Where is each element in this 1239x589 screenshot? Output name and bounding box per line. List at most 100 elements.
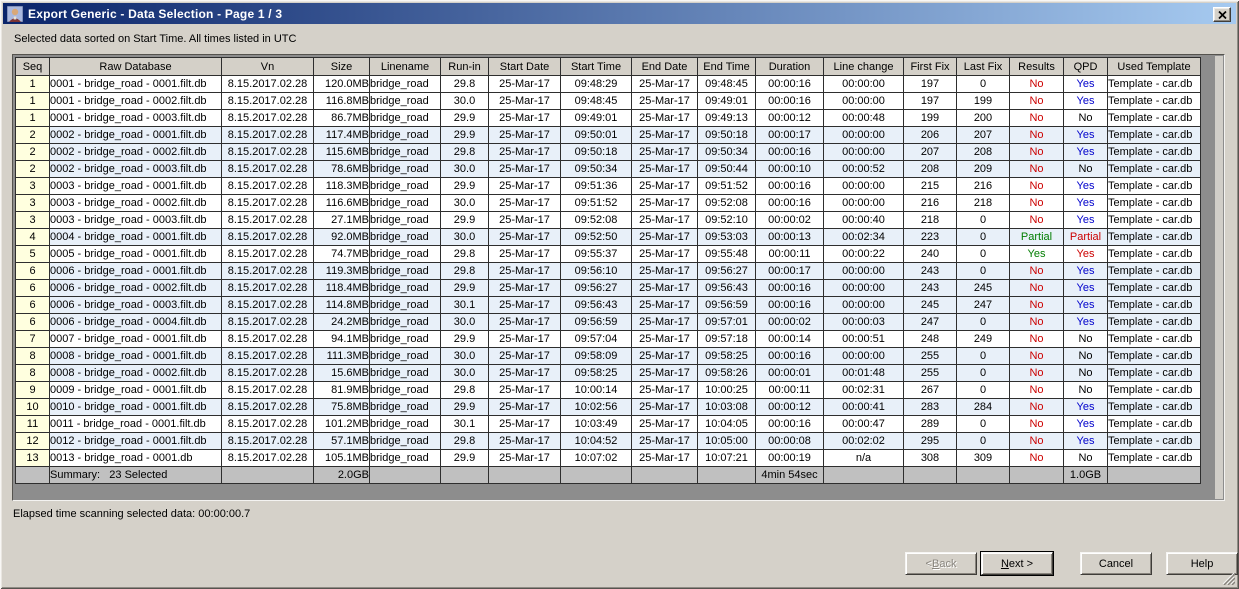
close-button[interactable]	[1213, 7, 1231, 22]
cell-last_fix: 0	[956, 313, 1010, 331]
cell-runin: 29.9	[440, 126, 489, 144]
cell-duration: 00:00:01	[755, 364, 824, 382]
cell-size: 15.6MB	[313, 364, 370, 382]
cell-line_change: 00:00:00	[823, 347, 904, 365]
cell-end_date: 25-Mar-17	[631, 330, 698, 348]
cell-duration: 00:00:11	[755, 245, 824, 263]
cell-linename: bridge_road	[369, 279, 441, 297]
cell-line_change: 00:02:02	[823, 432, 904, 450]
cell-template: Template - car.db	[1107, 92, 1201, 110]
cell-line_change: 00:02:34	[823, 228, 904, 246]
summary-cell-results	[1009, 466, 1064, 484]
cell-size: 120.0MB	[313, 75, 370, 93]
cell-raw: 0008 - bridge_road - 0001.filt.db	[49, 347, 222, 365]
cell-end_time: 09:56:43	[697, 279, 756, 297]
cell-start_date: 25-Mar-17	[488, 194, 561, 212]
cell-last_fix: 249	[956, 330, 1010, 348]
table-row: 3 0003 - bridge_road - 0001.filt.db 8.15.2…	[15, 177, 1201, 195]
cell-raw: 0012 - bridge_road - 0001.filt.db	[49, 432, 222, 450]
cell-start_time: 10:07:02	[560, 449, 632, 467]
cell-template: Template - car.db	[1107, 296, 1201, 314]
cell-start_date: 25-Mar-17	[488, 313, 561, 331]
cell-duration: 00:00:02	[755, 313, 824, 331]
cell-results: No	[1009, 160, 1064, 178]
cell-first_fix: 248	[903, 330, 957, 348]
cell-linename: bridge_road	[369, 381, 441, 399]
cell-duration: 00:00:02	[755, 211, 824, 229]
cell-end_time: 09:53:03	[697, 228, 756, 246]
cell-template: Template - car.db	[1107, 364, 1201, 382]
cell-end_date: 25-Mar-17	[631, 262, 698, 280]
cell-results: No	[1009, 313, 1064, 331]
cell-line_change: 00:00:00	[823, 126, 904, 144]
cell-start_date: 25-Mar-17	[488, 160, 561, 178]
vertical-scrollbar-track[interactable]	[1215, 56, 1223, 499]
cell-duration: 00:00:16	[755, 194, 824, 212]
resize-grip[interactable]	[1222, 572, 1235, 585]
cell-start_date: 25-Mar-17	[488, 245, 561, 263]
cell-start_time: 10:03:49	[560, 415, 632, 433]
summary-cell-linename	[369, 466, 441, 484]
cell-vn: 8.15.2017.02.28	[221, 398, 314, 416]
cell-start_time: 09:56:10	[560, 262, 632, 280]
cell-vn: 8.15.2017.02.28	[221, 296, 314, 314]
cell-duration: 00:00:16	[755, 177, 824, 195]
cell-duration: 00:00:08	[755, 432, 824, 450]
cell-size: 78.6MB	[313, 160, 370, 178]
cell-results: No	[1009, 398, 1064, 416]
cell-seq: 3	[15, 194, 50, 212]
cell-duration: 00:00:12	[755, 398, 824, 416]
cell-start_time: 09:49:01	[560, 109, 632, 127]
column-header-start_date: Start Date	[488, 57, 561, 76]
cell-size: 119.3MB	[313, 262, 370, 280]
cell-runin: 29.9	[440, 449, 489, 467]
summary-cell-vn	[221, 466, 314, 484]
cell-line_change: 00:00:00	[823, 143, 904, 161]
cell-vn: 8.15.2017.02.28	[221, 228, 314, 246]
titlebar[interactable]: Export Generic - Data Selection - Page 1…	[3, 3, 1236, 24]
cell-duration: 00:00:11	[755, 381, 824, 399]
cell-end_time: 09:51:52	[697, 177, 756, 195]
cell-end_date: 25-Mar-17	[631, 279, 698, 297]
table-row: 1 0001 - bridge_road - 0003.filt.db 8.15.2…	[15, 109, 1201, 127]
cell-template: Template - car.db	[1107, 245, 1201, 263]
cell-vn: 8.15.2017.02.28	[221, 245, 314, 263]
cell-vn: 8.15.2017.02.28	[221, 415, 314, 433]
cell-end_time: 09:57:18	[697, 330, 756, 348]
cell-runin: 29.9	[440, 211, 489, 229]
table-row: 7 0007 - bridge_road - 0001.filt.db 8.15.2…	[15, 330, 1201, 348]
cell-duration: 00:00:14	[755, 330, 824, 348]
summary-cell-start_date	[488, 466, 561, 484]
help-button[interactable]: Help	[1166, 552, 1238, 575]
column-header-end_time: End Time	[697, 57, 756, 76]
cell-seq: 2	[15, 143, 50, 161]
cell-size: 57.1MB	[313, 432, 370, 450]
cell-raw: 0001 - bridge_road - 0001.filt.db	[49, 75, 222, 93]
cell-start_time: 10:04:52	[560, 432, 632, 450]
column-header-start_time: Start Time	[560, 57, 632, 76]
cell-first_fix: 240	[903, 245, 957, 263]
cell-end_time: 10:05:00	[697, 432, 756, 450]
cell-runin: 29.8	[440, 262, 489, 280]
cell-results: No	[1009, 75, 1064, 93]
cell-linename: bridge_road	[369, 211, 441, 229]
cell-end_date: 25-Mar-17	[631, 143, 698, 161]
cell-start_date: 25-Mar-17	[488, 211, 561, 229]
cell-template: Template - car.db	[1107, 228, 1201, 246]
cell-results: No	[1009, 364, 1064, 382]
cell-results: No	[1009, 347, 1064, 365]
cell-start_date: 25-Mar-17	[488, 415, 561, 433]
cell-last_fix: 218	[956, 194, 1010, 212]
cell-line_change: 00:00:22	[823, 245, 904, 263]
cell-qpd: No	[1063, 160, 1108, 178]
cell-line_change: 00:00:00	[823, 296, 904, 314]
cell-runin: 29.9	[440, 398, 489, 416]
column-header-seq: Seq	[15, 57, 50, 76]
cell-qpd: Yes	[1063, 92, 1108, 110]
cell-results: No	[1009, 92, 1064, 110]
cancel-button[interactable]: Cancel	[1080, 552, 1152, 575]
cell-qpd: Yes	[1063, 398, 1108, 416]
cell-start_time: 10:00:14	[560, 381, 632, 399]
